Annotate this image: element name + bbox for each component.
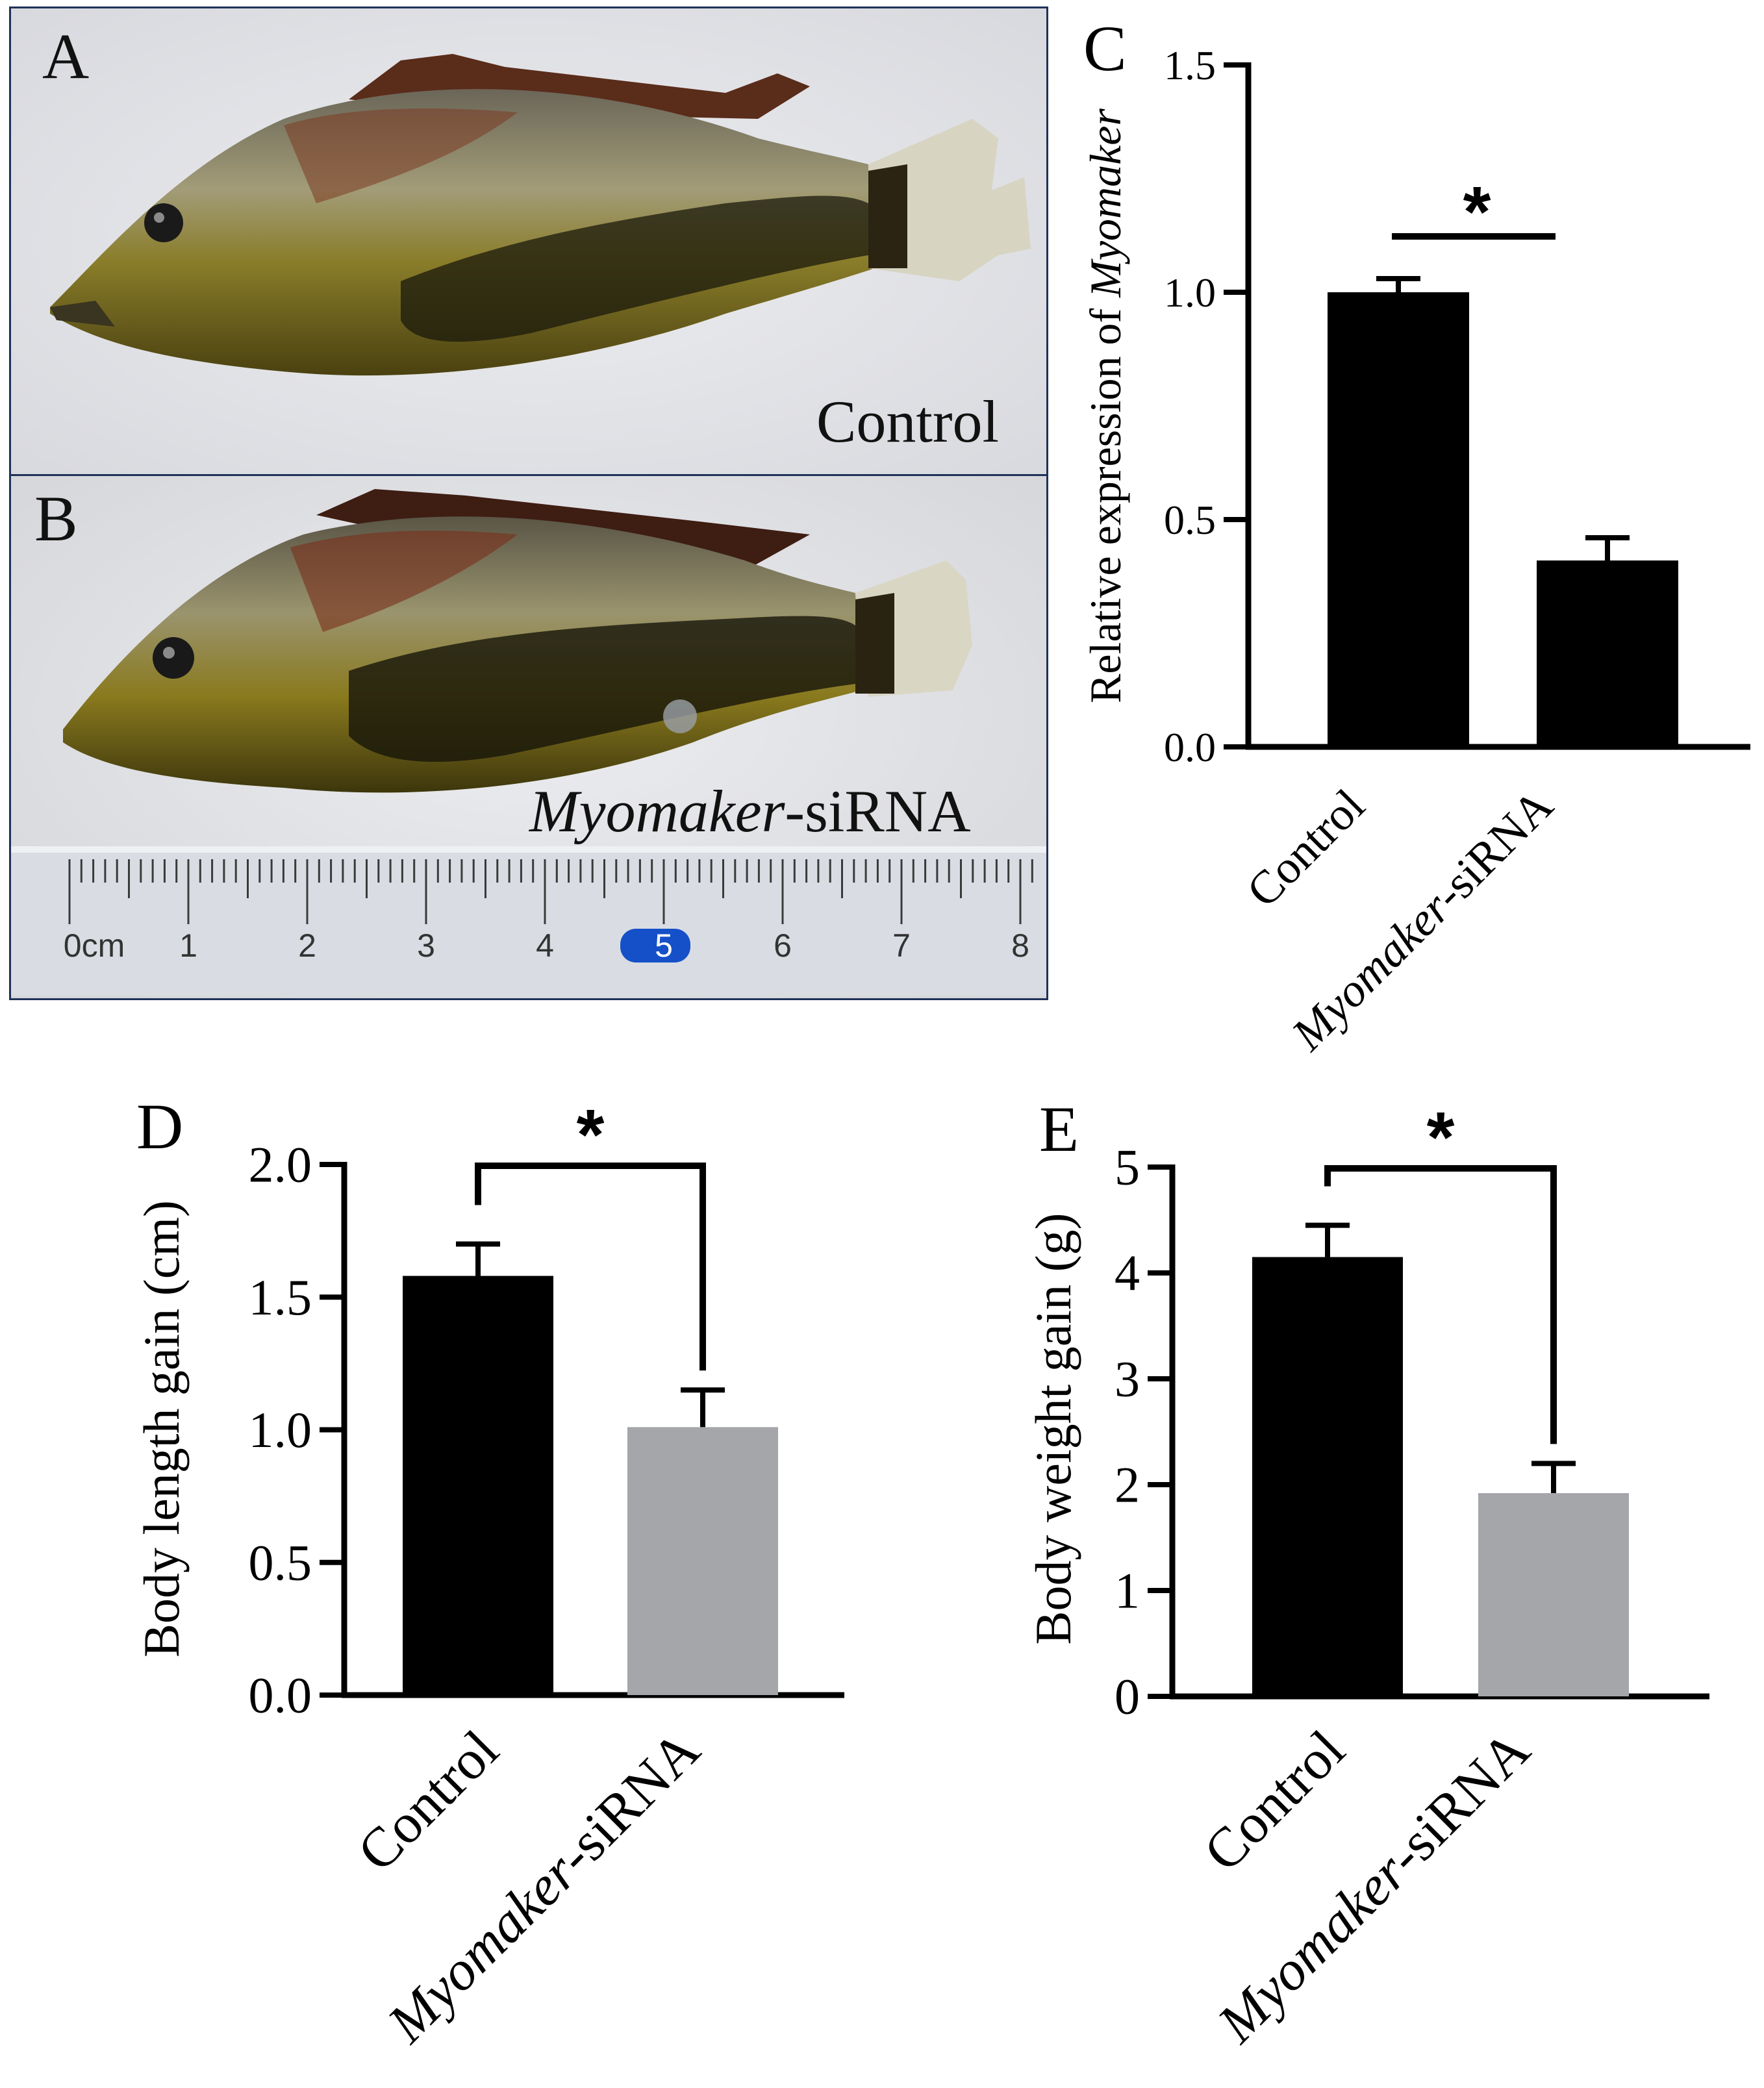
- ruler-label: 0cm: [64, 927, 125, 964]
- chart-body-weight: 0 1 2 3 4 5 * Body weight gain (g) ControlMyomak…: [1025, 1098, 1709, 2055]
- y-tick-label: 0.0: [249, 1667, 312, 1724]
- x-category-label: Myomaker-siRNA: [375, 1718, 712, 2056]
- panel-letter-b: B: [34, 483, 78, 555]
- significance-star: *: [577, 1095, 605, 1175]
- x-category-label: Myomaker-siRNA: [1205, 1718, 1542, 2056]
- y-tick-label: 5: [1115, 1139, 1140, 1196]
- significance-bracket: [1324, 1165, 1557, 1444]
- photo-panel-sirna: 0cm 1 2 3 4 5 6 7 8 B Myomaker-siRNA: [9, 474, 1048, 1000]
- x-category-label: Control: [346, 1718, 510, 1883]
- y-tick-label: 0: [1115, 1668, 1140, 1725]
- chart-relative-expression: 0.0 0.5 1.0 1.5 * Relative expression of Myom…: [1081, 42, 1750, 1061]
- fish-body: [50, 89, 875, 376]
- y-tick-label: 0.5: [249, 1534, 312, 1591]
- y-tick-label: 1.0: [1164, 270, 1216, 316]
- photo-panel-control: A Control: [9, 6, 1048, 478]
- bar-sirna: [627, 1427, 778, 1695]
- y-axis-label: Relative expression of Myomaker: [1081, 108, 1130, 703]
- chart-body-length: 0.0 0.5 1.0 1.5 2.0 * Body length gain (cm) Con…: [133, 1095, 844, 2055]
- panel-letter-d: D: [136, 1090, 183, 1163]
- y-tick-label: 4: [1115, 1245, 1140, 1302]
- x-category-label: Myomaker-siRNA: [1281, 779, 1563, 1061]
- y-tick-label: 2.0: [249, 1137, 312, 1193]
- panel-letter-c: C: [1083, 12, 1127, 84]
- ruler-label: 7: [892, 927, 911, 964]
- fish-photo-control: [11, 8, 1046, 476]
- y-axis-label: Body weight gain (g): [1025, 1213, 1081, 1644]
- bar-control: [1328, 292, 1469, 747]
- y-tick-label: 1: [1115, 1563, 1140, 1619]
- x-category-label: Control: [1237, 779, 1374, 917]
- y-tick-label: 1.5: [249, 1269, 312, 1326]
- fish-eye: [153, 637, 194, 679]
- y-axis-label: Body length gain (cm): [133, 1200, 190, 1657]
- ruler-label: 3: [417, 927, 435, 964]
- ruler-label: 5: [655, 927, 673, 964]
- bar-sirna: [1478, 1493, 1629, 1696]
- panel-letter-e: E: [1039, 1093, 1079, 1165]
- significance-bracket: [475, 1163, 706, 1371]
- significance-star: *: [1427, 1098, 1455, 1177]
- y-tick-label: 2: [1115, 1457, 1140, 1513]
- significance-star: *: [1463, 172, 1491, 252]
- ruler: 0cm 1 2 3 4 5 6 7 8: [11, 846, 1046, 996]
- ruler-highlight-5: [620, 929, 690, 962]
- y-tick-label: 0.5: [1164, 497, 1216, 543]
- bar-control: [403, 1276, 553, 1695]
- x-category-label: Control: [1192, 1718, 1357, 1883]
- fish-tail: [868, 119, 1031, 281]
- caption-sirna-gene: Myomaker: [529, 778, 785, 844]
- bar-control: [1252, 1257, 1403, 1696]
- caption-sirna-suffix: -siRNA: [785, 778, 971, 844]
- y-tick-label: 1.5: [1164, 42, 1216, 88]
- fish-eye: [144, 203, 183, 242]
- ruler-label: 1: [179, 927, 197, 964]
- ruler-label: 8: [1011, 927, 1029, 964]
- caption-control: Control: [816, 388, 1000, 455]
- ruler-label: 6: [774, 927, 792, 964]
- y-tick-label: 3: [1115, 1351, 1140, 1407]
- ruler-label: 4: [536, 927, 554, 964]
- y-tick-label: 1.0: [249, 1402, 312, 1458]
- ruler-label: 2: [298, 927, 316, 964]
- fish-photo-sirna: 0cm 1 2 3 4 5 6 7 8: [11, 476, 1046, 998]
- caption-sirna: Myomaker-siRNA: [529, 781, 971, 841]
- bar-sirna: [1537, 560, 1678, 747]
- y-tick-label: 0.0: [1164, 724, 1216, 770]
- panel-letter-a: A: [42, 20, 90, 92]
